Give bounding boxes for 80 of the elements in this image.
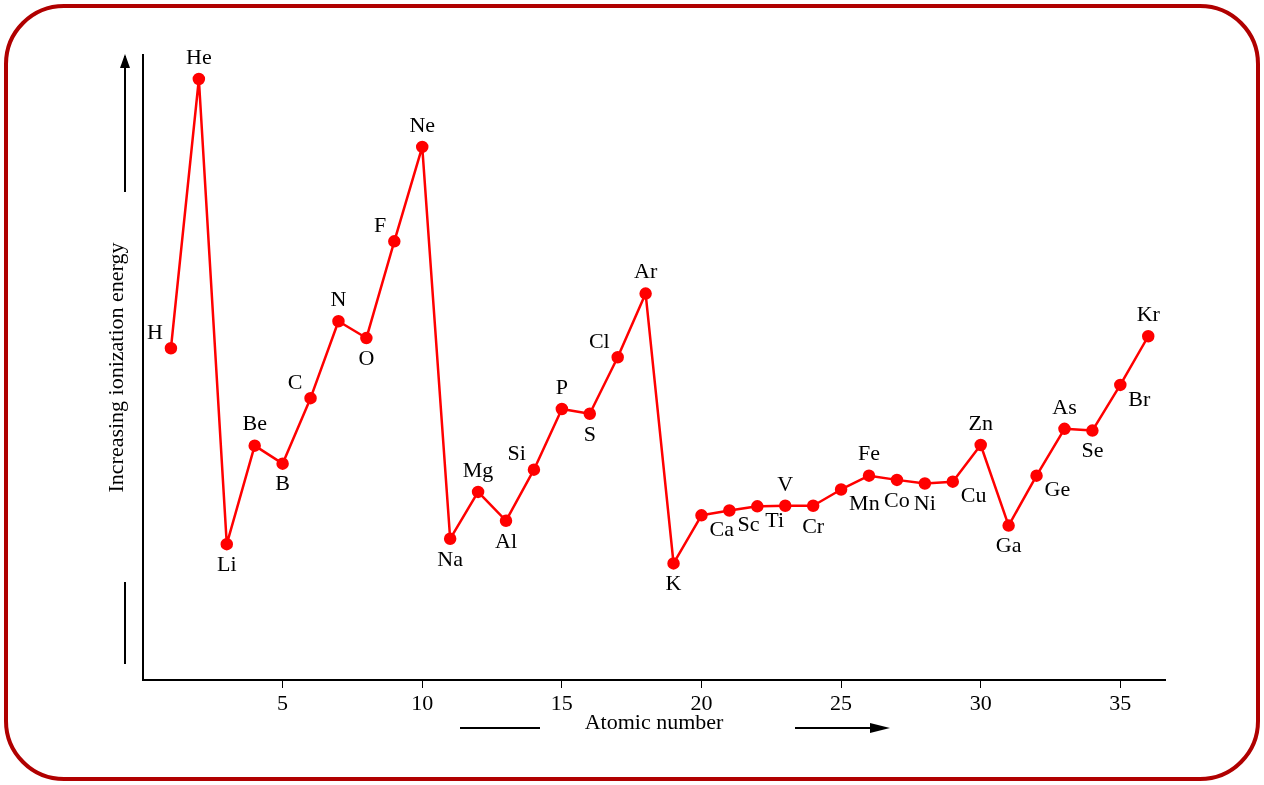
annotation: S <box>583 420 596 446</box>
point <box>388 235 401 248</box>
point <box>918 477 932 490</box>
point <box>890 473 904 487</box>
annotation: P <box>555 373 568 399</box>
point <box>304 391 317 405</box>
annotation: Zn <box>968 409 993 435</box>
point <box>527 463 541 476</box>
x-tick-label: 30 <box>969 689 992 715</box>
annotation: Fe <box>858 440 881 466</box>
point <box>695 509 708 522</box>
point <box>1058 422 1071 436</box>
x-tick-label: 15 <box>550 689 573 715</box>
point <box>639 287 652 300</box>
point <box>248 439 261 452</box>
point <box>164 342 178 355</box>
annotation: Ar <box>634 258 658 284</box>
annotation: F <box>374 212 387 238</box>
point <box>1030 469 1043 482</box>
annotation: Ti <box>765 507 785 533</box>
x-tick-label: 35 <box>1109 689 1132 715</box>
annotation: He <box>186 43 212 69</box>
annotation: Cu <box>960 482 987 508</box>
annotation: Br <box>1128 385 1151 411</box>
point <box>192 72 206 86</box>
x-tick-label: 20 <box>690 689 713 715</box>
point <box>360 331 373 345</box>
point <box>974 438 987 452</box>
point <box>332 314 345 328</box>
x-tick-label: 10 <box>411 689 434 715</box>
annotation: K <box>665 570 682 596</box>
annotation: V <box>777 470 794 496</box>
point <box>723 504 736 517</box>
point <box>555 402 569 416</box>
annotation: Al <box>495 527 518 553</box>
y-axis-title: Increasing ionization energy <box>102 242 128 493</box>
annotation: As <box>1052 393 1077 419</box>
point <box>667 557 680 570</box>
point <box>1002 519 1015 532</box>
point <box>499 514 513 527</box>
point <box>443 532 457 546</box>
point <box>1114 378 1127 392</box>
annotation: O <box>358 344 375 370</box>
point <box>1086 424 1099 437</box>
annotation: Ca <box>709 516 735 542</box>
annotation: Co <box>884 486 910 512</box>
annotation: H <box>147 319 164 345</box>
point <box>1142 330 1155 343</box>
point <box>778 499 792 512</box>
annotation: Ne <box>409 111 436 137</box>
annotation: Ga <box>995 532 1022 558</box>
annotation: Na <box>437 545 464 571</box>
point <box>415 140 429 154</box>
point <box>471 485 485 499</box>
annotation: B <box>275 470 290 496</box>
point <box>946 475 960 488</box>
annotation: Se <box>1081 437 1104 463</box>
annotation: Ni <box>913 490 936 516</box>
annotation: Kr <box>1136 301 1161 327</box>
point <box>276 457 289 470</box>
point <box>611 351 624 364</box>
point <box>862 469 876 482</box>
annotation: N <box>330 286 347 312</box>
annotation: Mn <box>849 490 880 516</box>
annotation: Be <box>242 410 267 436</box>
annotation: Cl <box>588 328 610 354</box>
x-tick-label: 25 <box>830 689 853 715</box>
point <box>751 500 764 513</box>
point <box>806 499 820 512</box>
annotation: Mg <box>462 456 494 482</box>
annotation: Li <box>216 550 237 576</box>
point <box>583 407 597 421</box>
annotation: Si <box>507 440 526 466</box>
point <box>834 483 848 496</box>
annotation: C <box>287 368 303 394</box>
annotation: Cr <box>802 512 825 538</box>
point <box>220 537 234 551</box>
annotation: Sc <box>737 511 760 537</box>
x-tick-label: 5 <box>277 689 289 715</box>
annotation: Ge <box>1044 476 1071 502</box>
